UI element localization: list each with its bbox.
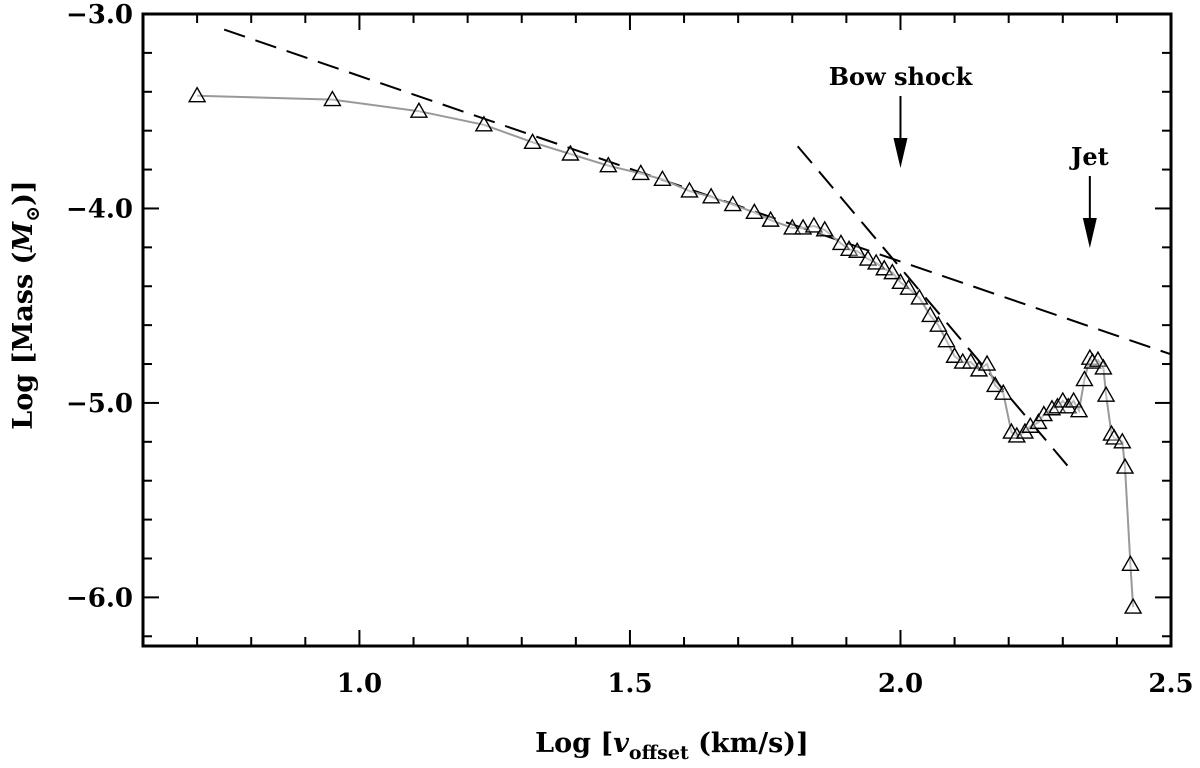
data-point <box>804 216 824 233</box>
x-tick-label: 1.5 <box>607 669 652 699</box>
data-point <box>701 187 721 204</box>
data-points <box>187 86 1143 614</box>
x-tick-label: 1.0 <box>337 669 382 699</box>
annotations: Bow shock Jet <box>829 62 1109 248</box>
series-line <box>197 94 1135 608</box>
data-point <box>899 278 918 295</box>
data-point <box>1075 370 1094 387</box>
y-tick-label: −3.0 <box>66 0 133 30</box>
data-point <box>937 331 956 348</box>
data-point <box>745 202 764 220</box>
data-point <box>831 234 851 251</box>
data-point <box>1064 391 1083 408</box>
x-ticks: 1.0 1.5 2.0 2.5 <box>142 14 1194 699</box>
data-point <box>1048 397 1067 414</box>
data-point <box>723 195 742 212</box>
y-tick-label: −6.0 <box>66 583 133 613</box>
plot-border <box>141 12 1173 648</box>
fit-lines <box>223 28 1172 474</box>
data-line <box>197 94 1135 608</box>
data-point <box>761 210 780 227</box>
x-tick-label: 2.0 <box>878 669 923 699</box>
data-point <box>815 220 834 237</box>
data-point <box>1094 358 1113 375</box>
data-point <box>323 90 342 107</box>
fit-line <box>796 145 1075 474</box>
data-point <box>1113 432 1132 449</box>
y-tick-label: −4.0 <box>66 194 133 224</box>
fit-line <box>223 28 1172 356</box>
plot-frame <box>141 12 1173 648</box>
data-point <box>653 169 672 186</box>
x-axis-label: Log [voffset (km/s)] <box>535 728 809 764</box>
data-point <box>891 272 910 290</box>
annotation-arrow-head <box>893 138 908 168</box>
data-point <box>599 156 618 173</box>
data-point <box>910 288 929 305</box>
x-tick-label: 2.5 <box>1148 669 1193 699</box>
data-point <box>1121 554 1140 572</box>
data-point <box>1058 397 1078 414</box>
data-point <box>945 346 964 363</box>
data-point <box>680 181 699 198</box>
annotation-label: Bow shock <box>829 62 974 91</box>
data-point <box>1015 422 1035 439</box>
data-point <box>1096 385 1116 402</box>
data-point <box>523 132 542 150</box>
data-point <box>1069 401 1089 418</box>
data-point <box>1123 597 1143 614</box>
data-point <box>977 354 997 371</box>
annotation-arrow-head <box>1082 218 1097 248</box>
data-point <box>866 253 886 270</box>
y-ticks: −6.0 −5.0 −4.0 −3.0 <box>66 0 1171 638</box>
data-point <box>883 263 902 280</box>
data-point <box>783 218 802 235</box>
data-point <box>561 144 580 161</box>
y-axis-label: Log [Mass (M⊙)] <box>8 180 44 429</box>
data-point <box>985 376 1005 393</box>
data-point <box>929 315 948 332</box>
data-point <box>1115 457 1135 474</box>
data-point <box>921 306 940 323</box>
y-tick-label: −5.0 <box>66 389 133 419</box>
data-point <box>1029 412 1048 430</box>
data-point <box>187 86 207 103</box>
data-point <box>961 352 981 369</box>
data-point <box>994 383 1013 400</box>
data-point <box>409 101 429 118</box>
data-point <box>474 115 494 132</box>
data-point <box>631 164 650 181</box>
data-point <box>847 241 867 258</box>
annotation-label: Jet <box>1069 142 1109 171</box>
